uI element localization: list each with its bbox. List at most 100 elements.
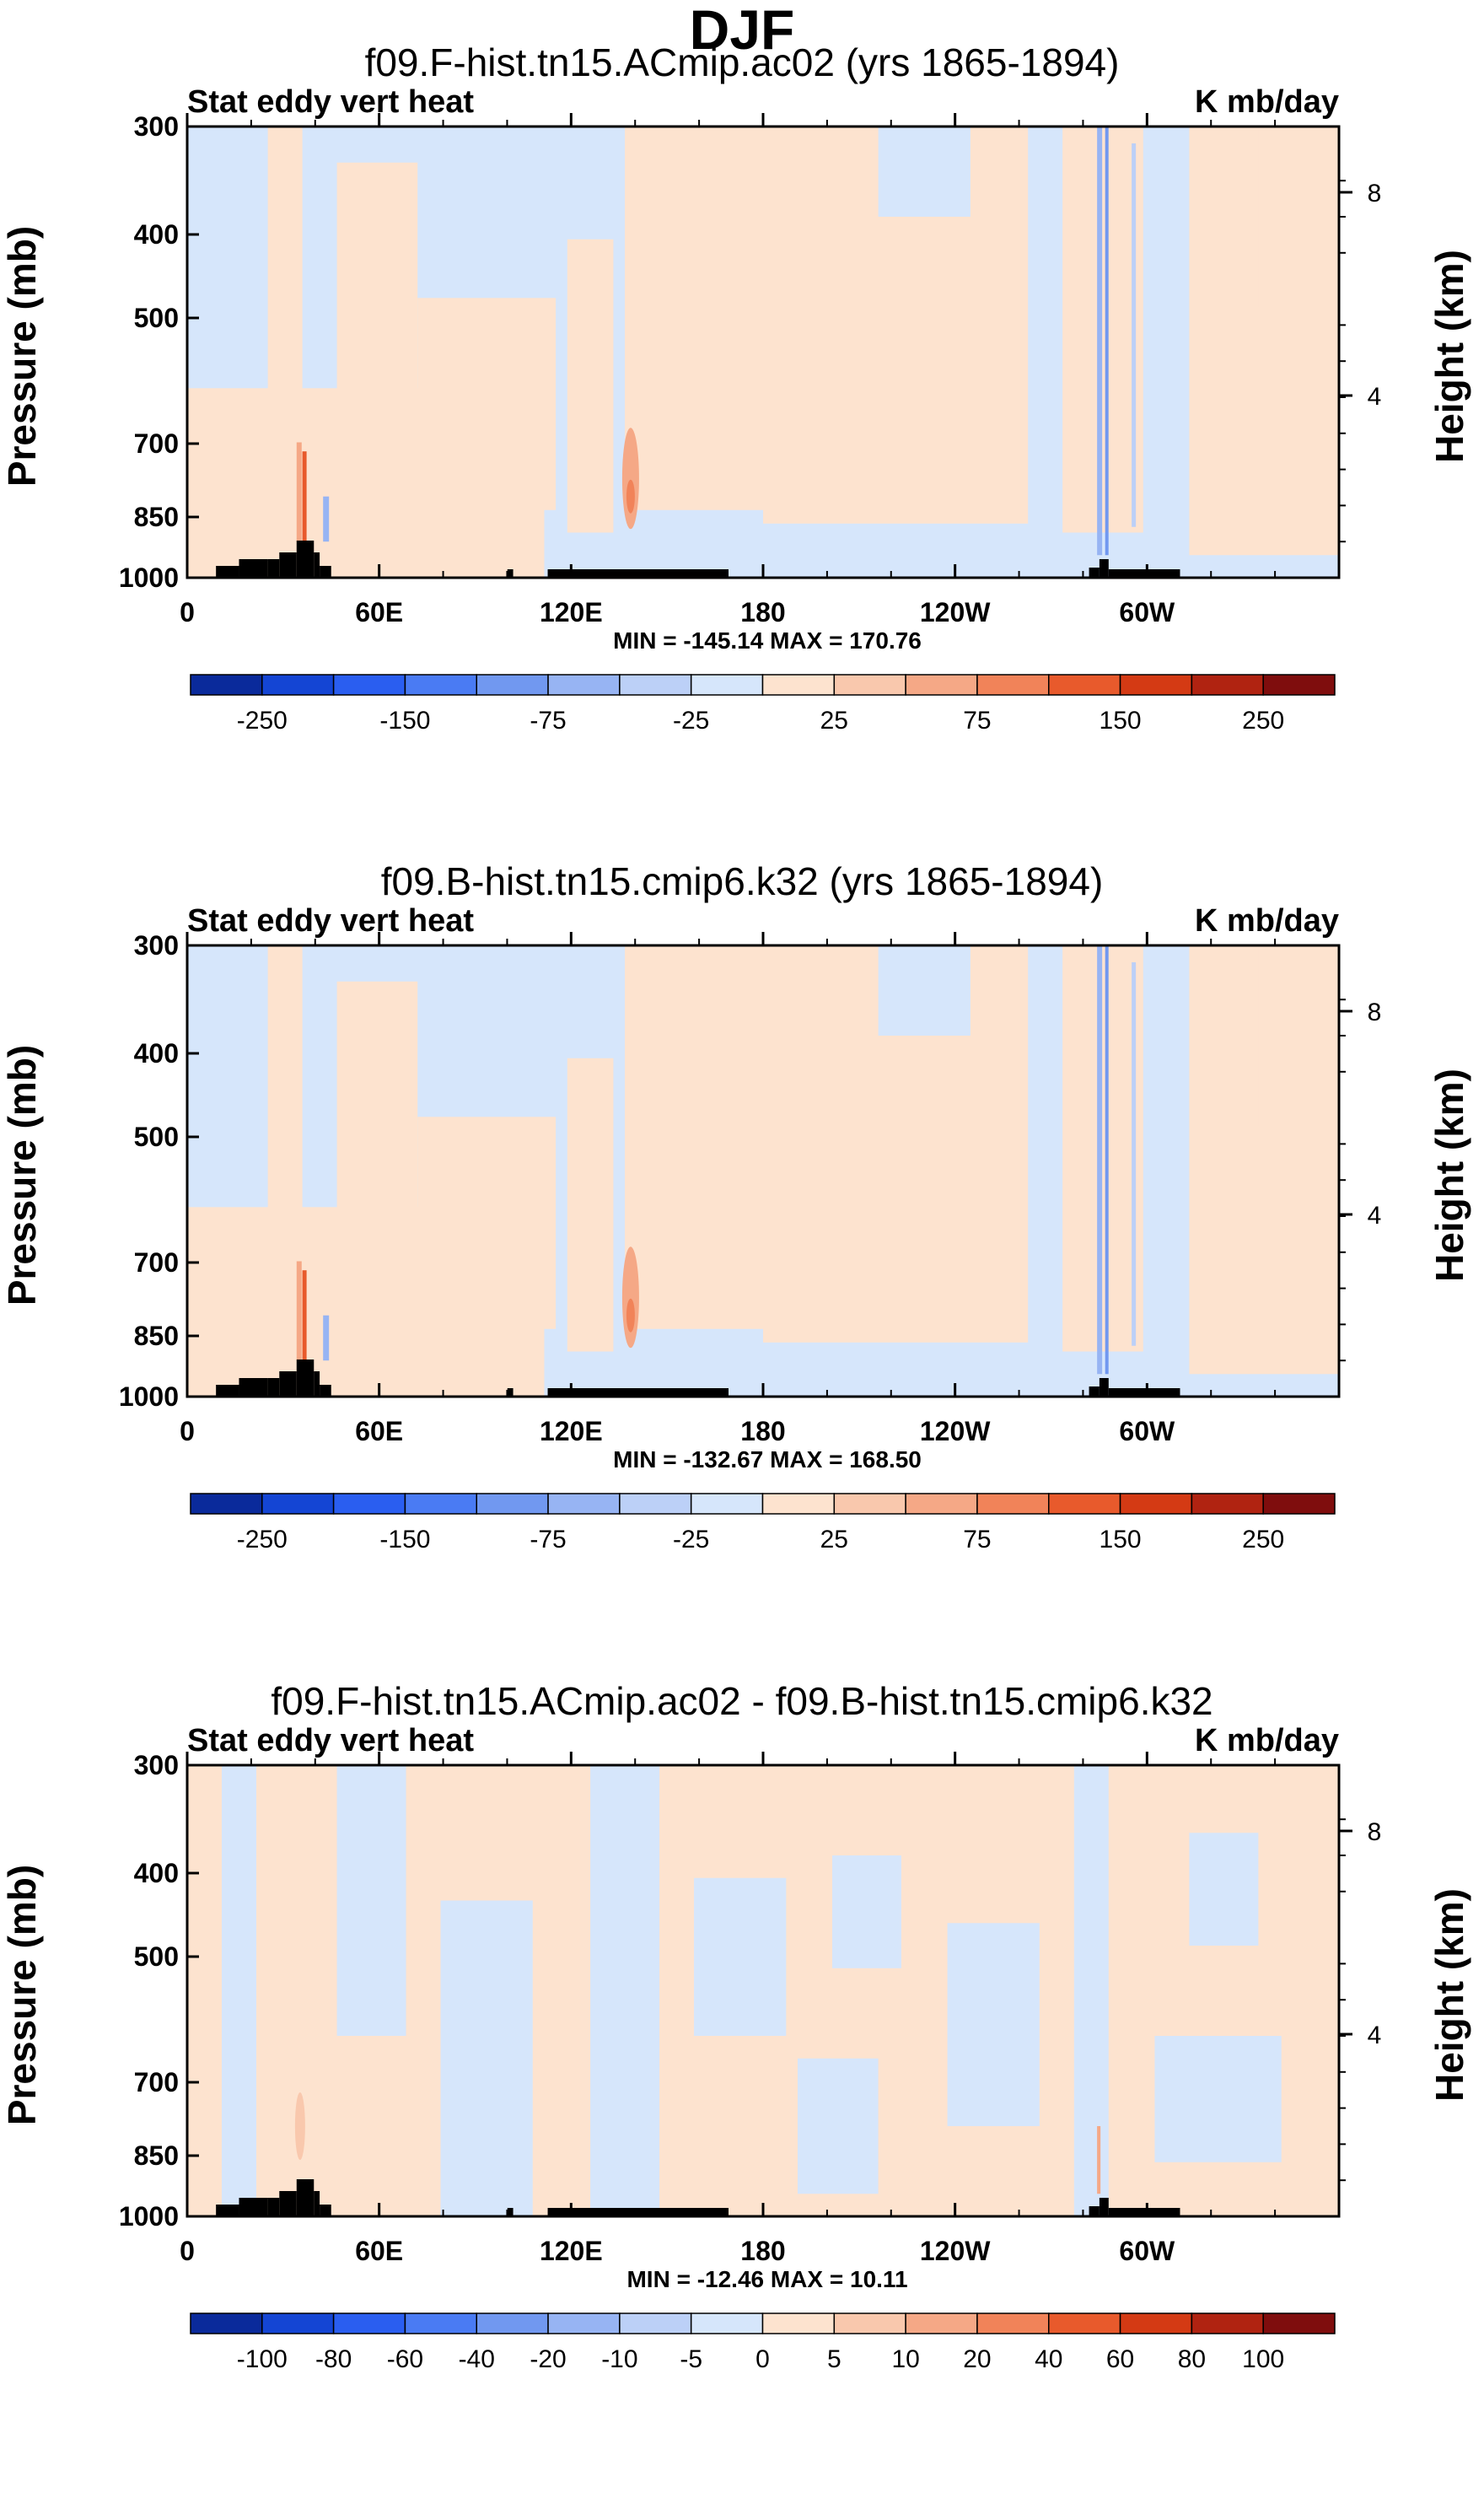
topography-mask	[267, 559, 280, 578]
topography-mask	[314, 552, 320, 578]
contour-region	[878, 945, 971, 1036]
colorbar-box	[547, 1493, 621, 1515]
y-tick-label: 1000	[119, 563, 179, 593]
panel-3: f09.F-hist.tn15.ACmip.ac02 - f09.B-hist.…	[0, 1679, 1471, 2373]
colorbar-box	[619, 1493, 692, 1515]
colorbar-tick-label: -20	[530, 2345, 566, 2373]
y2-axis-title: Height (km)	[1428, 1888, 1471, 2102]
y-axis-title: Pressure (mb)	[0, 1865, 44, 2125]
x-tick-label: 120W	[920, 1416, 991, 1446]
y-tick-label: 700	[134, 1247, 179, 1278]
contour-region	[336, 162, 418, 443]
colorbar-tick-label: 0	[755, 2345, 770, 2373]
topography-mask	[587, 2208, 729, 2216]
topography-mask	[239, 559, 268, 578]
y-tick-label: 700	[134, 428, 179, 459]
units-label: K mb/day	[1195, 84, 1339, 120]
colorbar-tick-label: 40	[1035, 2345, 1062, 2373]
cool-streak	[1097, 127, 1103, 556]
y-tick-label: 500	[134, 1122, 179, 1152]
colorbar-tick-label: 80	[1178, 2345, 1206, 2373]
colorbar-tick-label: 20	[963, 2345, 991, 2373]
topography-mask	[547, 1388, 588, 1397]
cool-streak	[1105, 945, 1109, 1375]
colorbar-tick-label: 250	[1242, 707, 1284, 735]
colorbar-box	[1262, 2312, 1336, 2334]
colorbar-box	[1048, 1493, 1121, 1515]
panel-1: f09.F-hist.tn15.ACmip.ac02 (yrs 1865-189…	[0, 40, 1471, 735]
contour-region	[1258, 127, 1339, 307]
topography-mask	[1099, 2198, 1109, 2216]
topography-mask	[296, 1359, 315, 1397]
colorbar-box	[761, 1493, 836, 1515]
contour-region	[831, 1855, 901, 1968]
colorbar-box	[261, 2312, 335, 2334]
y-tick-label: 300	[134, 930, 179, 961]
contour-region	[797, 2058, 879, 2194]
warm-maximum	[294, 2092, 305, 2160]
topography-mask	[320, 566, 331, 578]
contour-region	[878, 127, 971, 217]
y2-tick-label: 8	[1368, 1818, 1382, 1846]
min-max-stats: MIN = -145.14 MAX = 170.76	[613, 627, 922, 654]
colorbar-box	[332, 1493, 406, 1515]
colorbar-tick-label: -75	[530, 707, 566, 735]
x-tick-label: 0	[180, 597, 195, 627]
variable-label: Stat eddy vert heat	[187, 84, 474, 120]
contour-region	[1073, 1765, 1109, 2216]
colorbar-box	[1119, 1493, 1193, 1515]
x-tick-label: 120E	[540, 1416, 603, 1446]
colorbar-box	[976, 2312, 1050, 2334]
warm-streak	[302, 1270, 307, 1361]
y-tick-label: 1000	[119, 1381, 179, 1412]
colorbar-box	[1262, 674, 1336, 696]
colorbar-box	[547, 674, 621, 696]
contour-region	[1062, 127, 1143, 533]
y2-tick-label: 8	[1368, 180, 1382, 207]
topography-mask	[1108, 2208, 1180, 2216]
contour-region	[567, 239, 614, 533]
y-tick-label: 850	[134, 502, 179, 532]
colorbar-box	[761, 2312, 836, 2334]
warm-streak	[296, 1261, 302, 1361]
colorbar-box	[1191, 2312, 1264, 2334]
topography-mask	[239, 2198, 268, 2216]
colorbar-box	[404, 1493, 477, 1515]
colorbar-tick-label: -25	[673, 707, 709, 735]
topography-mask	[1089, 568, 1100, 578]
y2-tick-label: 8	[1368, 999, 1382, 1026]
colorbar-tick-label: 25	[820, 1526, 848, 1553]
y2-axis-title: Height (km)	[1428, 1069, 1471, 1282]
colorbar-box	[1262, 1493, 1336, 1515]
colorbar-box	[690, 2312, 764, 2334]
topography-mask	[216, 566, 239, 578]
topography-mask	[1108, 1388, 1180, 1397]
panel-title: f09.B-hist.tn15.cmip6.k32 (yrs 1865-1894…	[381, 859, 1104, 903]
topography-mask	[279, 552, 297, 578]
y-tick-label: 1000	[119, 2201, 179, 2232]
x-tick-label: 180	[740, 1416, 785, 1446]
colorbar-box	[476, 674, 549, 696]
x-tick-label: 60W	[1119, 597, 1175, 627]
topography-mask	[547, 569, 588, 578]
colorbar-box	[261, 674, 335, 696]
colorbar-box	[1191, 1493, 1264, 1515]
units-label: K mb/day	[1195, 1723, 1339, 1758]
y2-tick-label: 4	[1368, 383, 1382, 411]
colorbar-box	[332, 2312, 406, 2334]
colorbar-tick-label: -5	[680, 2345, 702, 2373]
colorbar-box	[619, 2312, 692, 2334]
colorbar-tick-label: 60	[1106, 2345, 1134, 2373]
colorbar-box	[905, 674, 978, 696]
colorbar-box	[976, 674, 1050, 696]
panel-title: f09.F-hist.tn15.ACmip.ac02 - f09.B-hist.…	[271, 1679, 1212, 1723]
topography-mask	[216, 2205, 239, 2216]
colorbar-box	[404, 2312, 477, 2334]
x-tick-label: 180	[740, 597, 785, 627]
contour-region	[625, 127, 763, 510]
panel-title: f09.F-hist.tn15.ACmip.ac02 (yrs 1865-189…	[365, 40, 1120, 84]
colorbar-tick-label: 250	[1242, 1526, 1284, 1553]
y-axis-title: Pressure (mb)	[0, 226, 44, 487]
x-tick-label: 180	[740, 2236, 785, 2266]
contour-region	[567, 1058, 614, 1352]
